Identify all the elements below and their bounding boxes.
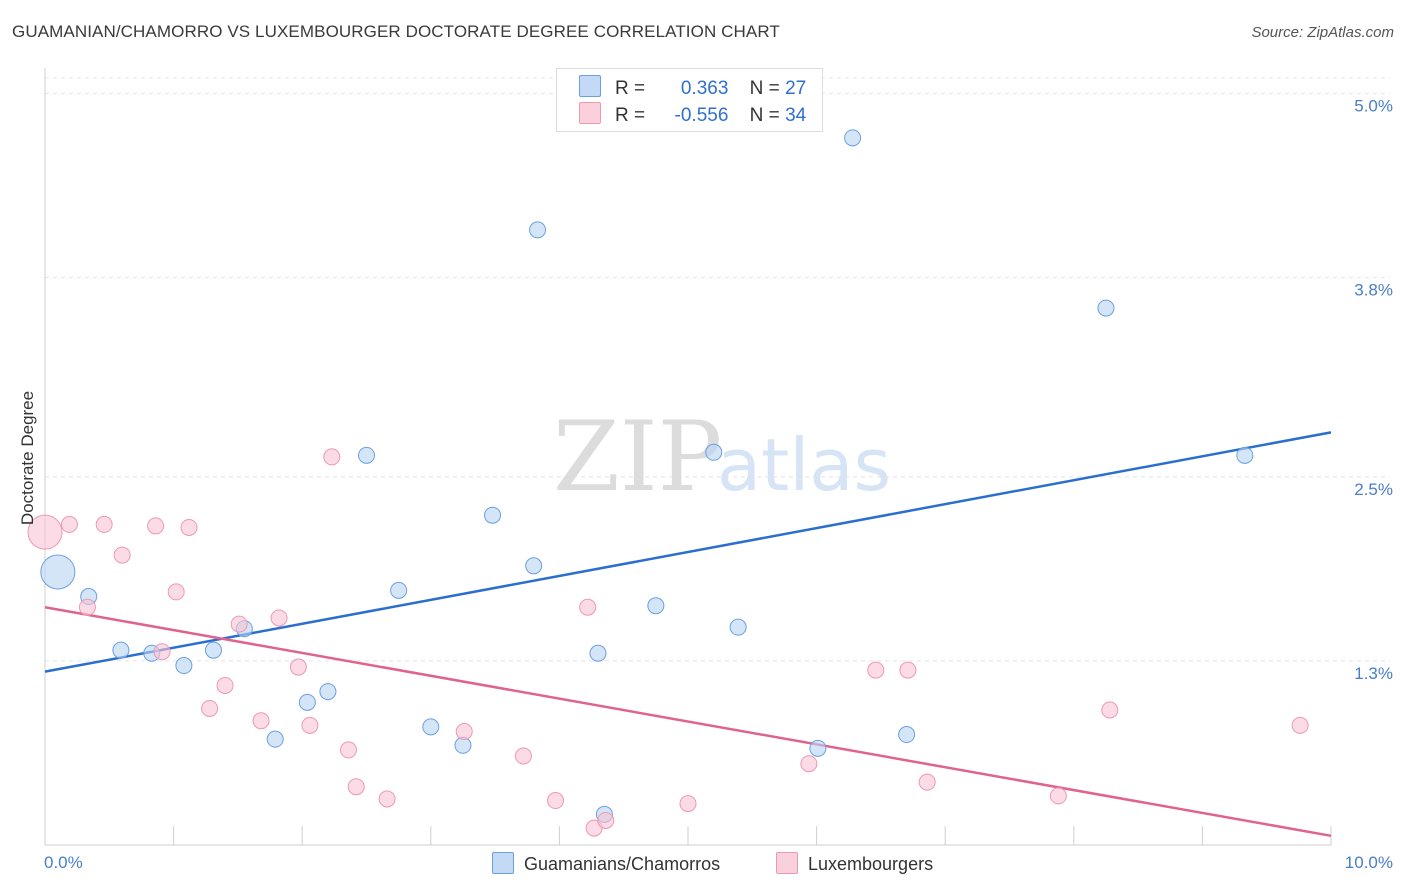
legend-r-label: R =: [615, 105, 646, 126]
guamanian-point: [529, 221, 547, 239]
guamanian-point: [390, 581, 408, 599]
luxembourger-point: [270, 609, 288, 627]
luxembourger-point: [78, 598, 96, 616]
luxembourger-point: [918, 773, 936, 791]
luxembourger-point: [339, 741, 357, 759]
guamanian-point: [204, 641, 222, 659]
guamanian-point: [1097, 299, 1115, 317]
legend-n-label: N =: [749, 105, 780, 126]
guamanian-point: [319, 683, 337, 701]
chart-title: GUAMANIAN/CHAMORRO VS LUXEMBOURGER DOCTO…: [12, 22, 780, 41]
axes: [44, 68, 1332, 846]
x-tick-labels: 0.0% 10.0%: [44, 853, 1393, 872]
luxembourger-point: [27, 514, 63, 550]
y-tick-label: 3.8%: [1354, 280, 1393, 299]
legend-r-label: R =: [615, 78, 646, 99]
luxembourger-point: [201, 699, 219, 717]
luxembourger-point: [147, 517, 165, 535]
legend: R = 0.363 N = 27 R = -0.556 N = 34: [556, 68, 823, 132]
watermark-atlas: atlas: [717, 423, 891, 507]
luxembourger-point: [167, 583, 185, 601]
legend-n-label: N =: [749, 78, 780, 99]
luxembourger-point: [378, 790, 396, 808]
luxembourger-point: [800, 755, 818, 773]
guamanian-point: [112, 641, 130, 659]
watermark-zip: ZIP: [553, 401, 722, 513]
guamanian-point: [809, 739, 827, 757]
guamanian-point: [589, 644, 607, 662]
guamanian-point: [705, 443, 723, 461]
luxembourger-point: [899, 661, 917, 679]
guamanian-point: [422, 718, 440, 736]
luxembourger-trend-line: [44, 605, 1332, 838]
luxembourger-point: [455, 722, 473, 740]
guamanian-point: [266, 730, 284, 748]
legend-n-value: 34: [785, 105, 807, 126]
luxembourger-point: [113, 546, 131, 564]
guamanian-point: [1236, 446, 1254, 464]
guamanian-trend-line: [44, 431, 1332, 673]
luxembourger-point: [867, 661, 885, 679]
luxembourger-point: [1101, 701, 1119, 719]
luxembourger-point: [347, 778, 365, 796]
luxembourger-point: [1291, 716, 1309, 734]
y-axis-label: Doctorate Degree: [18, 391, 37, 525]
watermark: ZIP atlas: [553, 401, 891, 513]
legend-row-guamanian: R = 0.363 N = 27: [579, 75, 806, 101]
legend-swatch-blue: [579, 75, 601, 97]
y-tick-label: 5.0%: [1354, 96, 1393, 115]
luxembourger-point: [579, 598, 597, 616]
points: [27, 129, 1309, 837]
x-tick-label: 0.0%: [44, 853, 83, 872]
trend-lines: [44, 431, 1332, 838]
guamanian-point: [898, 726, 916, 744]
y-tick-label: 1.3%: [1354, 664, 1393, 683]
luxembourger-point: [323, 448, 341, 466]
luxembourger-point: [60, 515, 78, 533]
luxembourger-point: [153, 643, 171, 661]
gridlines: [45, 77, 1390, 662]
guamanian-point: [484, 506, 502, 524]
luxembourger-point: [597, 811, 615, 829]
luxembourger-point: [180, 518, 198, 536]
luxembourger-point: [216, 676, 234, 694]
guamanian-point: [844, 129, 862, 147]
guamanian-point: [647, 597, 665, 615]
legend-r-value: -0.556: [674, 105, 729, 126]
legend-swatch-pink: [579, 102, 601, 124]
guamanian-point: [525, 557, 543, 575]
luxembourger-point: [95, 515, 113, 533]
legend-n-value: 27: [785, 78, 807, 99]
luxembourger-point: [547, 792, 565, 810]
luxembourger-point: [252, 712, 270, 730]
source-label: Source: ZipAtlas.com: [1251, 24, 1394, 41]
y-tick-label: 2.5%: [1354, 480, 1393, 499]
luxembourger-point: [301, 716, 319, 734]
luxembourger-point: [679, 795, 697, 813]
luxembourger-point: [230, 615, 248, 633]
guamanian-point: [358, 446, 375, 464]
legend-r-value: 0.363: [680, 78, 729, 99]
luxembourger-point: [514, 747, 532, 765]
y-tick-labels: 1.3% 2.5% 3.8% 5.0%: [1354, 96, 1393, 683]
guamanian-point: [729, 618, 747, 636]
x-tick-label: 10.0%: [1345, 853, 1393, 872]
bottom-legend-guamanian: Guamanians/Chamorros: [492, 852, 720, 875]
legend-row-luxembourger: R = -0.556 N = 34: [579, 102, 806, 128]
luxembourger-point: [1049, 787, 1067, 805]
guamanian-point: [298, 693, 316, 711]
bottom-legend-swatch-blue: [492, 852, 514, 874]
bottom-legend-luxembourger: Luxembourgers: [776, 852, 933, 875]
guamanian-point: [40, 554, 76, 590]
luxembourger-point: [289, 658, 307, 676]
guamanian-point: [175, 657, 193, 675]
bottom-legend-label: Guamanians/Chamorros: [524, 854, 721, 874]
bottom-legend-swatch-pink: [776, 852, 798, 874]
bottom-legend-label: Luxembourgers: [808, 854, 934, 874]
